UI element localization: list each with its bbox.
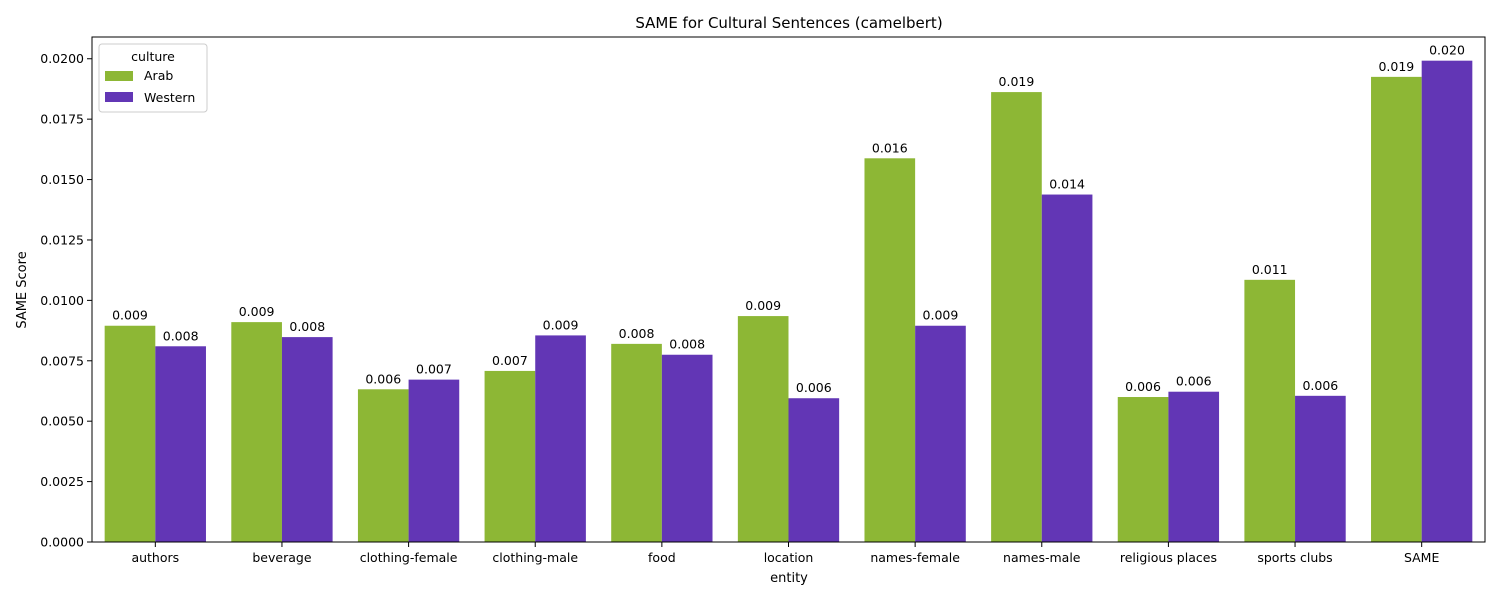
x-tick-label: location [764,550,814,565]
bar-value-label: 0.006 [1125,379,1161,394]
bars-group [104,60,1473,543]
legend-swatch-arab [105,71,133,81]
bar-arab-names-female [864,158,916,543]
bar-western-same [1421,60,1473,543]
bar-value-label: 0.006 [1302,378,1338,393]
y-tick-label: 0.0050 [40,414,84,429]
chart-title: SAME for Cultural Sentences (camelbert) [635,14,942,32]
x-tick-label: SAME [1404,550,1440,565]
bar-value-label: 0.009 [745,298,781,313]
y-axis-label: SAME Score [15,251,30,328]
bar-value-label: 0.016 [872,140,908,155]
y-axis: 0.0000 0.0025 0.0050 0.0075 0.0100 0.0125 0.01… [40,51,92,550]
bar-western-location [788,398,840,542]
x-axis-label: entity [770,571,808,586]
bar-value-label: 0.020 [1429,43,1465,58]
x-tick-label: clothing-female [360,550,458,565]
bar-arab-same [1371,76,1422,543]
bar-value-label: 0.019 [999,74,1035,89]
x-tick-label: names-male [1003,550,1081,565]
legend-swatch-western [105,92,133,102]
bar-western-religious-places [1168,391,1220,542]
bar-value-label: 0.009 [923,308,959,323]
bar-value-label: 0.008 [619,326,655,341]
bar-arab-authors [104,325,156,542]
bar-labels-group: 0.009 0.008 0.009 0.008 0.006 0.007 0.007 0.009… [112,43,1465,396]
y-tick-label: 0.0075 [40,353,84,368]
bar-western-food [661,354,713,542]
bar-arab-religious-places [1117,397,1169,542]
bar-value-label: 0.019 [1378,59,1414,74]
x-tick-label: sports clubs [1257,550,1332,565]
y-tick-label: 0.0125 [40,232,84,247]
bar-western-authors [155,346,206,542]
bar-arab-clothing-female [357,389,409,542]
bar-western-names-female [915,325,966,542]
y-tick-label: 0.0000 [40,535,84,550]
bar-arab-location [737,316,789,542]
x-tick-label: clothing-male [492,550,578,565]
bar-value-label: 0.008 [289,319,325,334]
y-tick-label: 0.0200 [40,51,84,66]
bar-arab-sports-clubs [1244,279,1296,542]
bar-value-label: 0.009 [239,304,275,319]
bar-arab-beverage [231,322,282,542]
x-tick-label: beverage [252,550,311,565]
plot-frame [91,36,1486,543]
bar-value-label: 0.006 [796,380,832,395]
bar-arab-food [611,343,662,542]
legend: culture Arab Western [98,43,208,113]
y-tick-label: 0.0150 [40,172,84,187]
bar-value-label: 0.014 [1049,177,1085,192]
x-tick-label: authors [131,550,179,565]
x-axis: authors beverage clothing-female clothing-m… [131,542,1439,565]
bar-value-label: 0.008 [669,337,705,352]
legend-label-arab: Arab [144,68,173,83]
x-tick-label: religious places [1120,550,1217,565]
bar-value-label: 0.006 [365,371,401,386]
bar-western-sports-clubs [1295,395,1346,542]
bar-value-label: 0.007 [416,362,452,377]
bar-value-label: 0.008 [163,328,199,343]
bar-western-beverage [281,337,333,542]
bar-value-label: 0.006 [1176,374,1212,389]
bar-value-label: 0.009 [543,317,579,332]
bar-value-label: 0.007 [492,353,528,368]
y-tick-label: 0.0100 [40,293,84,308]
bar-western-clothing-male [535,335,586,542]
legend-title: culture [131,49,175,64]
x-tick-label: food [648,550,676,565]
y-tick-label: 0.0025 [40,474,84,489]
bar-arab-names-male [991,92,1042,542]
bar-arab-clothing-male [484,370,536,542]
bar-value-label: 0.011 [1252,262,1288,277]
y-tick-label: 0.0175 [40,112,84,127]
legend-label-western: Western [144,90,195,105]
bar-western-names-male [1041,194,1093,543]
bar-western-clothing-female [408,379,460,542]
x-tick-label: names-female [870,550,960,565]
bar-value-label: 0.009 [112,308,148,323]
